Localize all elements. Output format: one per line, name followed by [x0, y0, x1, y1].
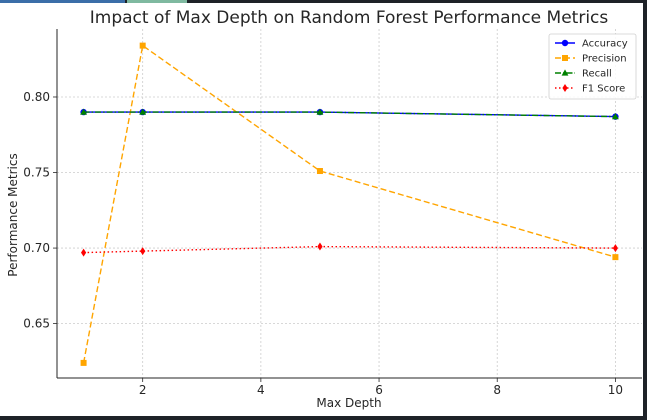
- legend-marker: [562, 84, 568, 92]
- x-tick-label: 8: [493, 383, 501, 397]
- series-recall: [80, 108, 619, 120]
- legend-box: [548, 33, 637, 100]
- x-tick-label: 2: [139, 383, 147, 397]
- data-point: [139, 42, 146, 49]
- series-line: [83, 245, 616, 254]
- tab-strip-segment: [0, 0, 125, 3]
- legend-marker: [561, 69, 569, 76]
- data-point: [80, 108, 87, 115]
- data-point: [139, 108, 147, 115]
- legend-label: Recall: [582, 69, 612, 80]
- data-point: [80, 359, 87, 366]
- axes: [56, 29, 642, 379]
- data-point: [612, 244, 619, 253]
- y-tick-label: 0.75: [23, 166, 50, 180]
- series-group: [80, 42, 619, 366]
- chart-title: Impact of Max Depth on Random Forest Per…: [90, 8, 609, 28]
- x-axis-ticks: 2 4 6 8 10: [139, 378, 623, 397]
- y-tick-label: 0.70: [23, 241, 50, 255]
- y-axis-label: Performance Metrics: [6, 153, 20, 276]
- legend-label: Precision: [582, 54, 627, 65]
- series-line: [82, 44, 616, 364]
- data-point: [612, 113, 619, 120]
- series-f1-score: [80, 242, 619, 257]
- legend: Accuracy Precision Recall F1 Score: [548, 33, 637, 100]
- x-tick-label: 6: [375, 383, 383, 397]
- legend-marker: [561, 39, 569, 47]
- legend-item: Recall: [555, 69, 612, 80]
- tab-strip-segment: [127, 0, 187, 3]
- data-point: [317, 242, 323, 251]
- series-precision: [80, 42, 619, 366]
- window-top-strip: [0, 0, 647, 3]
- y-tick-label: 0.80: [23, 90, 50, 104]
- x-axis-label: Max Depth: [316, 396, 381, 410]
- legend-item: F1 Score: [555, 84, 625, 95]
- x-tick-label: 4: [257, 383, 265, 397]
- legend-item: Precision: [555, 54, 627, 65]
- legend-label: F1 Score: [582, 84, 625, 95]
- series-accuracy: [80, 108, 619, 120]
- legend-item: Accuracy: [555, 39, 628, 50]
- x-tick-label: 10: [608, 383, 623, 397]
- legend-marker: [562, 55, 568, 61]
- grid-lines: [57, 29, 642, 378]
- series-line: [83, 111, 616, 118]
- legend-label: Accuracy: [582, 39, 628, 50]
- y-axis-ticks: 0.65 0.70 0.75 0.80: [23, 90, 57, 331]
- y-tick-label: 0.65: [23, 317, 50, 331]
- data-point: [316, 168, 323, 175]
- data-point: [140, 247, 146, 256]
- window-bottom-edge: [0, 416, 647, 420]
- data-point: [316, 108, 324, 115]
- data-point: [80, 248, 87, 257]
- data-point: [612, 254, 619, 261]
- window-right-edge: [643, 0, 647, 420]
